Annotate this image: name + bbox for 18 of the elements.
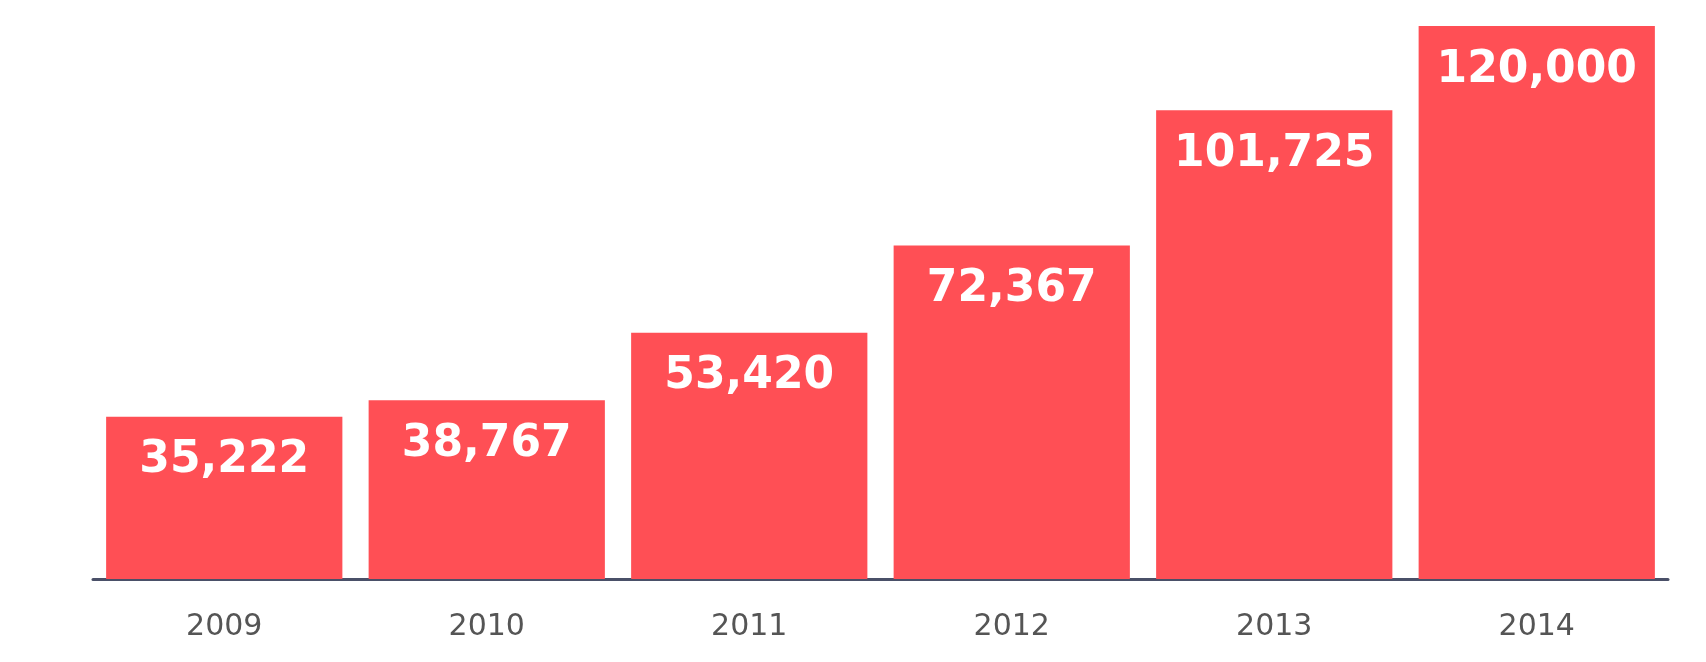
data-label: 120,000 — [1436, 40, 1637, 92]
x-tick-label: 2012 — [973, 606, 1050, 642]
bar — [631, 332, 868, 579]
bar — [368, 400, 605, 579]
bar — [893, 245, 1130, 579]
x-tick-label: 2014 — [1498, 606, 1575, 642]
x-tick-label: 2011 — [711, 606, 788, 642]
x-tick-label: 2013 — [1236, 606, 1313, 642]
data-label: 35,222 — [139, 431, 310, 483]
data-label: 72,367 — [926, 260, 1097, 312]
x-tick-label: 2009 — [186, 606, 263, 642]
bar — [1156, 110, 1393, 579]
data-label: 38,767 — [401, 414, 572, 466]
x-tick-label: 2010 — [448, 606, 525, 642]
data-label: 101,725 — [1174, 124, 1375, 176]
data-label: 53,420 — [664, 347, 835, 399]
bar — [106, 416, 343, 579]
bar — [1418, 26, 1655, 579]
